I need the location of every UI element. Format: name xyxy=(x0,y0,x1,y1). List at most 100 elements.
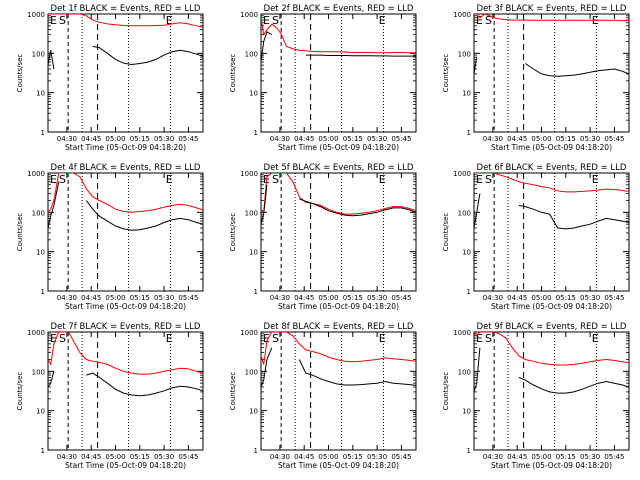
x-tick-label: 04:30 xyxy=(483,453,503,461)
y-tick-label: 1 xyxy=(41,447,45,455)
marker-e: E xyxy=(379,14,386,27)
x-tick-label: 05:00 xyxy=(531,135,551,143)
x-tick-label: 05:30 xyxy=(367,294,387,302)
series-line-lld xyxy=(261,173,416,215)
y-tick-label: 10 xyxy=(249,408,258,416)
x-tick-label: 05:30 xyxy=(154,453,174,461)
x-tick-label: 04:45 xyxy=(507,453,527,461)
marker-e: E xyxy=(592,173,599,186)
y-axis-label: Counts/sec xyxy=(229,54,237,93)
x-axis-label: Start Time (05-Oct-09 04:18:20) xyxy=(491,143,612,152)
panel-det-3: Det 3f BLACK = Events, RED = LLD 1 10 100 10… xyxy=(442,4,630,152)
marker-e: E xyxy=(379,332,386,345)
panel-det-4: Det 4f BLACK = Events, RED = LLD 1 10 100 10… xyxy=(16,163,204,311)
x-tick-label: 05:15 xyxy=(343,135,363,143)
x-axis-label: Start Time (05-Oct-09 04:18:20) xyxy=(65,461,186,470)
x-tick-label: 05:15 xyxy=(343,453,363,461)
series-line-events xyxy=(474,57,629,77)
x-axis-label: Start Time (05-Oct-09 04:18:20) xyxy=(278,302,399,311)
marker-s: S xyxy=(272,332,279,345)
y-tick-label: 10 xyxy=(36,249,45,257)
y-tick-label: 100 xyxy=(32,368,45,376)
marker-e: E xyxy=(476,332,483,345)
x-axis-label: Start Time (05-Oct-09 04:18:20) xyxy=(491,461,612,470)
y-axis-label: Counts/sec xyxy=(442,54,450,93)
y-tick-label: 1000 xyxy=(453,170,471,178)
x-tick-label: 04:30 xyxy=(270,135,290,143)
series-line-events xyxy=(261,184,416,225)
y-tick-label: 1000 xyxy=(240,11,258,19)
x-tick-label: 04:45 xyxy=(81,453,101,461)
x-tick-label: 04:30 xyxy=(483,135,503,143)
axes-frame xyxy=(47,172,204,292)
y-tick-label: 100 xyxy=(32,209,45,217)
series-line-lld xyxy=(48,14,203,28)
axes-frame xyxy=(473,331,630,451)
y-tick-label: 10 xyxy=(36,90,45,98)
series-line-lld xyxy=(48,332,203,375)
y-tick-label: 1 xyxy=(254,288,258,296)
x-tick-label: 04:30 xyxy=(270,294,290,302)
panel-det-9: Det 9f BLACK = Events, RED = LLD 1 10 100 10… xyxy=(442,322,630,470)
x-tick-label: 04:45 xyxy=(507,294,527,302)
y-tick-label: 10 xyxy=(462,90,471,98)
y-tick-label: 1000 xyxy=(240,170,258,178)
y-tick-label: 1 xyxy=(41,288,45,296)
y-tick-label: 1 xyxy=(467,288,471,296)
marker-e: E xyxy=(166,332,173,345)
series-line-lld xyxy=(474,332,629,366)
marker-e: E xyxy=(476,14,483,27)
marker-e: E xyxy=(592,332,599,345)
panel-title: Det 6f BLACK = Events, RED = LLD xyxy=(477,163,627,173)
x-axis-label: Start Time (05-Oct-09 04:18:20) xyxy=(278,461,399,470)
x-tick-label: 05:15 xyxy=(130,294,150,302)
panel-title: Det 1f BLACK = Events, RED = LLD xyxy=(51,4,201,14)
x-tick-label: 05:45 xyxy=(178,294,198,302)
marker-e: E xyxy=(50,14,57,27)
x-tick-label: 05:30 xyxy=(367,135,387,143)
panel-title: Det 5f BLACK = Events, RED = LLD xyxy=(264,163,414,173)
marker-s: S xyxy=(59,14,66,27)
x-tick-label: 05:00 xyxy=(105,294,125,302)
x-tick-label: 05:30 xyxy=(580,453,600,461)
x-tick-label: 05:45 xyxy=(391,294,411,302)
marker-s: S xyxy=(59,332,66,345)
y-tick-label: 1000 xyxy=(240,329,258,337)
panel-det-5: Det 5f BLACK = Events, RED = LLD 1 10 100 10… xyxy=(229,163,417,311)
series-line-events xyxy=(474,347,629,394)
series-line-events xyxy=(48,371,203,397)
y-tick-label: 10 xyxy=(249,249,258,257)
panel-det-6: Det 6f BLACK = Events, RED = LLD 1 10 100 10… xyxy=(442,163,630,311)
x-tick-label: 04:30 xyxy=(270,453,290,461)
x-tick-label: 04:30 xyxy=(57,135,77,143)
marker-e: E xyxy=(263,14,270,27)
y-tick-label: 100 xyxy=(458,209,471,217)
panel-det-8: Det 8f BLACK = Events, RED = LLD 1 10 100 10… xyxy=(229,322,417,470)
y-tick-label: 1 xyxy=(41,129,45,137)
panel-title: Det 8f BLACK = Events, RED = LLD xyxy=(264,322,414,332)
series-line-events xyxy=(261,31,416,63)
x-tick-label: 04:45 xyxy=(81,294,101,302)
marker-s: S xyxy=(485,332,492,345)
panel-title: Det 4f BLACK = Events, RED = LLD xyxy=(51,163,201,173)
x-tick-label: 05:15 xyxy=(130,453,150,461)
y-axis-label: Counts/sec xyxy=(16,213,24,252)
x-tick-label: 05:15 xyxy=(556,294,576,302)
marker-s: S xyxy=(272,173,279,186)
x-tick-label: 05:45 xyxy=(391,135,411,143)
y-tick-label: 10 xyxy=(462,249,471,257)
series-line-lld xyxy=(474,173,629,193)
y-axis-label: Counts/sec xyxy=(229,213,237,252)
y-tick-label: 10 xyxy=(249,90,258,98)
x-tick-label: 05:30 xyxy=(580,294,600,302)
y-axis-label: Counts/sec xyxy=(442,372,450,411)
x-tick-label: 05:00 xyxy=(105,135,125,143)
y-tick-label: 100 xyxy=(458,50,471,58)
marker-e: E xyxy=(476,173,483,186)
marker-s: S xyxy=(272,14,279,27)
x-tick-label: 04:45 xyxy=(81,135,101,143)
x-tick-label: 05:30 xyxy=(367,453,387,461)
series-line-lld xyxy=(474,14,629,22)
x-tick-label: 05:00 xyxy=(531,453,551,461)
